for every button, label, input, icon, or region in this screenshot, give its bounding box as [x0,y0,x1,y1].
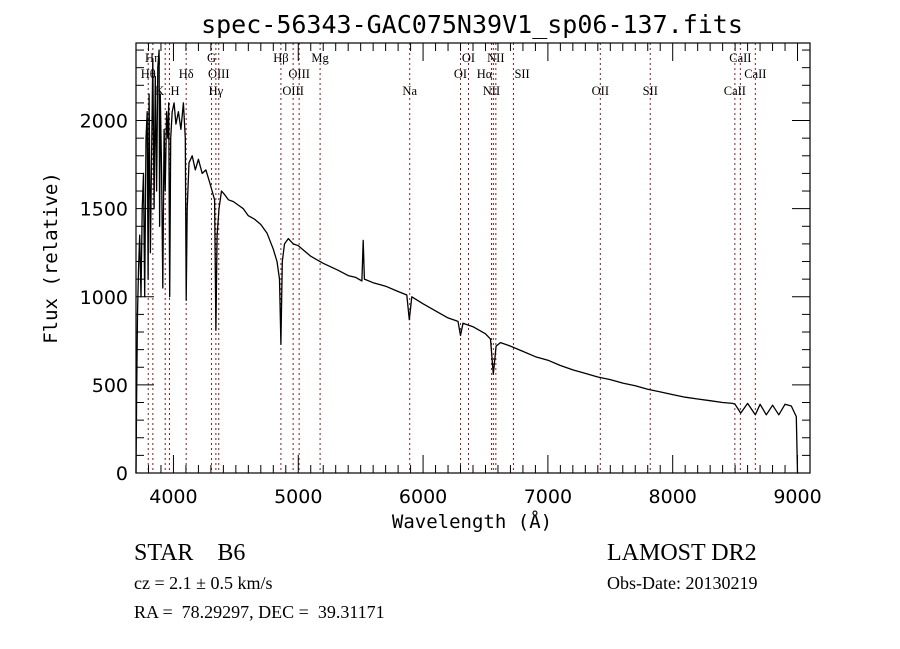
line-marker-label: CaII [729,51,751,65]
y-tick-label: 1000 [80,287,128,309]
line-marker-label: H [170,84,179,98]
line-marker-label: Mg [311,51,329,65]
y-tick-label: 500 [92,375,128,397]
line-marker-label: OIII [208,67,230,81]
x-tick-label: 6000 [399,486,447,508]
x-tick-label: 4000 [149,486,197,508]
y-tick-label: 0 [116,463,128,485]
line-marker-label: NII [487,51,504,65]
line-marker-label: Hα [477,67,493,81]
line-marker-label: CaII [744,67,766,81]
line-marker-label: Hβ [273,51,288,65]
x-axis-label: Wavelength (Å) [392,510,552,533]
x-tick-label: 7000 [524,486,572,508]
x-tick-label: 9000 [773,486,821,508]
spectrum-line [135,49,799,474]
obs-date: Obs-Date: 20130219 [607,573,758,593]
line-marker-label: OIII [288,67,310,81]
line-marker-label: OIII [282,84,304,98]
line-marker-label: OI [462,51,475,65]
ra-dec: RA = 78.29297, DEC = 39.31171 [134,602,385,622]
y-tick-label: 2000 [80,111,128,133]
line-marker-label: Hγ [209,84,224,98]
x-tick-label: 8000 [649,486,697,508]
chart-title: spec-56343-GAC075N39V1_sp06-137.fits [201,10,743,39]
y-axis-label: Flux (relative) [40,172,62,344]
y-tick-label: 1500 [80,199,128,221]
redshift-cz: cz = 2.1 ± 0.5 km/s [134,573,273,593]
line-marker-label: Hη [145,51,161,65]
line-marker-label: Hδ [179,67,194,81]
plot-frame [135,42,811,474]
survey-name: LAMOST DR2 [607,540,757,566]
line-marker-label: Na [402,84,417,98]
axis-ticks: 4000 5000 6000 7000 8000 9000 0 500 1000 1500 2000 [80,43,822,508]
line-marker-label: CaII [724,84,746,98]
line-marker-label: OII [592,84,609,98]
line-marker-label: NII [483,84,500,98]
line-marker-label: SII [514,67,529,81]
line-marker-label: SII [643,84,658,98]
x-tick-label: 5000 [274,486,322,508]
object-class: STAR B6 [134,540,246,566]
line-marker-label: OI [454,67,467,81]
line-marker-label: G [207,51,216,65]
